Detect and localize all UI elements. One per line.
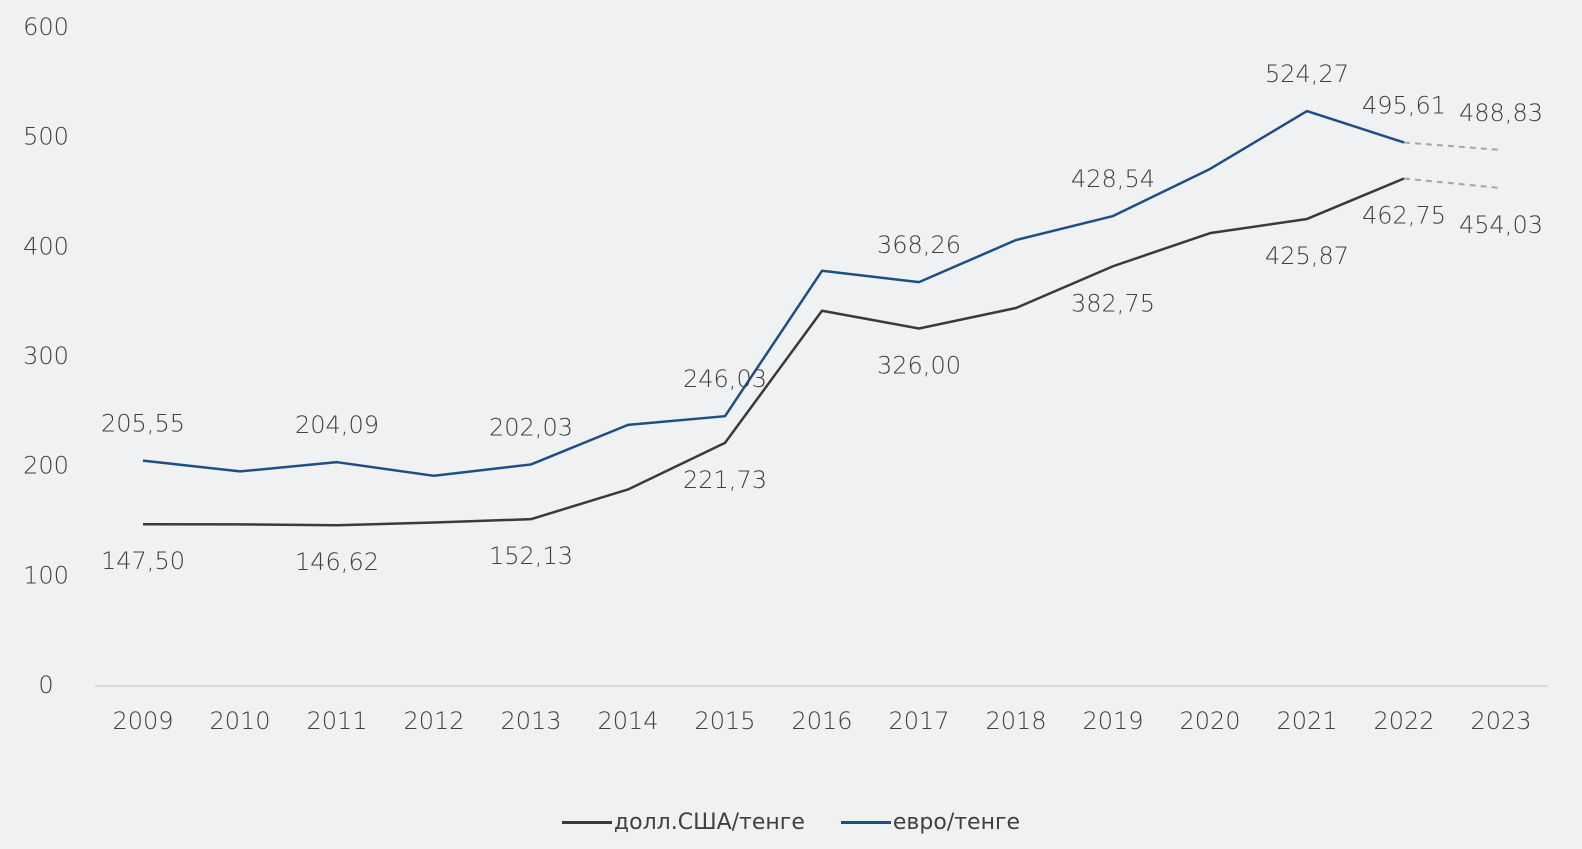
data-label-usd: 454,03 — [1459, 211, 1543, 239]
x-tick-label: 2010 — [209, 707, 270, 735]
data-label-usd: 462,75 — [1362, 202, 1446, 230]
legend-label-eur: евро/тенге — [892, 810, 1021, 835]
y-tick-label: 400 — [23, 232, 69, 260]
data-label-eur: 204,09 — [295, 411, 379, 439]
x-tick-label: 2017 — [888, 707, 949, 735]
x-tick-label: 2023 — [1470, 707, 1531, 735]
x-tick-label: 2014 — [597, 707, 658, 735]
legend-swatch-eur — [840, 821, 891, 824]
y-tick-label: 500 — [23, 123, 69, 151]
data-label-eur: 368,26 — [877, 231, 961, 259]
data-label-eur: 495,61 — [1362, 91, 1446, 119]
series-forecast-line-0 — [1403, 177, 1502, 190]
data-label-usd: 146,62 — [295, 548, 379, 576]
line-chart-svg: 0 100 200 300 400 500 600 2009 2010 2011 2012 2013 2… — [23, 13, 1548, 735]
series-line-1 — [142, 109, 1405, 478]
data-label-eur: 524,27 — [1265, 60, 1349, 88]
data-label-eur: 202,03 — [489, 413, 573, 441]
x-tick-label: 2020 — [1179, 707, 1240, 735]
x-tick-label: 2021 — [1276, 707, 1337, 735]
y-tick-label: 300 — [23, 342, 69, 370]
y-tick-label: 600 — [23, 13, 69, 41]
series-line-0 — [142, 177, 1405, 527]
data-label-eur: 488,83 — [1459, 99, 1543, 127]
y-tick-label: 200 — [23, 452, 69, 480]
x-tick-label: 2012 — [403, 707, 464, 735]
x-tick-label: 2019 — [1082, 707, 1143, 735]
data-label-eur: 246,03 — [683, 365, 767, 393]
data-label-eur: 205,55 — [101, 410, 185, 438]
data-label-usd: 425,87 — [1265, 242, 1349, 270]
x-tick-label: 2015 — [694, 707, 755, 735]
data-label-usd: 326,00 — [877, 351, 961, 379]
y-tick-label: 0 — [38, 671, 53, 699]
legend-label-usd: долл.США/тенге — [613, 810, 805, 835]
legend-item-eur: евро/тенге — [840, 810, 1021, 835]
x-tick-label: 2009 — [112, 707, 173, 735]
legend-swatch-usd — [561, 821, 612, 824]
data-label-usd: 147,50 — [101, 547, 185, 575]
x-tick-label: 2018 — [985, 707, 1046, 735]
data-label-usd: 221,73 — [683, 466, 767, 494]
series-forecast-line-1 — [1403, 141, 1502, 151]
y-tick-label: 100 — [23, 561, 69, 589]
x-tick-label: 2016 — [791, 707, 852, 735]
chart-legend: долл.США/тенге евро/тенге — [0, 810, 1582, 835]
legend-item-usd: долл.США/тенге — [561, 810, 805, 835]
data-label-usd: 152,13 — [489, 542, 573, 570]
x-tick-label: 2022 — [1373, 707, 1434, 735]
data-label-usd: 382,75 — [1071, 289, 1155, 317]
x-tick-label: 2011 — [306, 707, 367, 735]
data-label-eur: 428,54 — [1071, 165, 1155, 193]
x-tick-label: 2013 — [500, 707, 561, 735]
